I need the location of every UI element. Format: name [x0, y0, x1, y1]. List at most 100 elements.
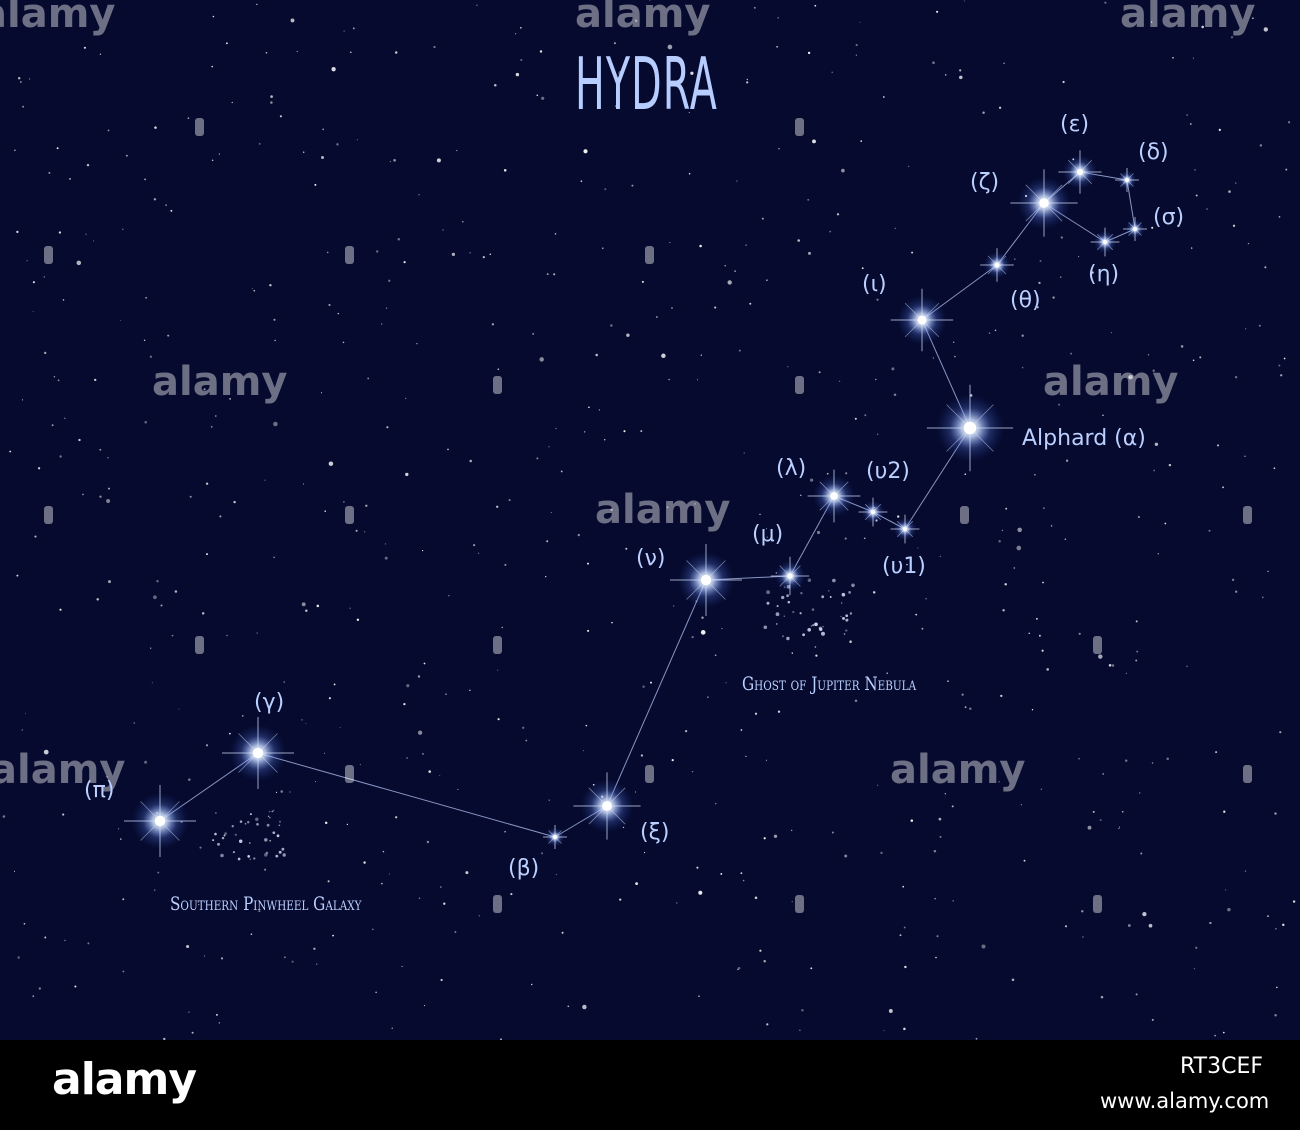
background-star [314, 781, 317, 783]
cluster-star [786, 594, 789, 598]
background-star [746, 78, 748, 81]
star-label-epsilon: (ε) [1060, 112, 1090, 137]
background-star [763, 837, 766, 840]
star-eta [1090, 227, 1120, 257]
background-star [1152, 369, 1155, 373]
background-star [791, 652, 794, 654]
background-star [48, 171, 51, 174]
star-pi [124, 785, 196, 857]
watermark-2: alamy [1043, 359, 1179, 405]
background-star [205, 744, 209, 747]
background-star [233, 500, 236, 504]
background-star [539, 357, 544, 362]
background-star [684, 729, 688, 733]
background-star [814, 646, 817, 648]
background-star [911, 251, 914, 254]
cluster-star [239, 820, 243, 823]
background-star [697, 379, 698, 381]
background-star [1234, 376, 1238, 379]
background-star [561, 931, 564, 934]
background-star [187, 117, 190, 120]
background-star [631, 184, 634, 187]
background-star [1208, 529, 1211, 532]
background-star [328, 697, 331, 700]
background-star [742, 879, 745, 882]
background-star [99, 53, 102, 55]
background-star [426, 840, 430, 844]
background-star [634, 791, 637, 793]
background-star [859, 21, 861, 23]
background-star [160, 604, 163, 607]
cluster-star [231, 825, 234, 828]
background-star [363, 861, 366, 864]
background-star [118, 828, 120, 830]
background-star [863, 537, 866, 540]
background-star [215, 1013, 218, 1016]
background-star [1274, 812, 1277, 815]
background-star [939, 835, 942, 838]
background-star [588, 406, 590, 409]
background-star [618, 70, 623, 76]
cluster-star [775, 612, 780, 617]
background-star [1235, 182, 1237, 184]
background-star [1151, 226, 1154, 229]
background-star [754, 712, 758, 715]
background-star [903, 1027, 906, 1031]
cluster-star [255, 817, 259, 822]
background-star [698, 890, 703, 895]
background-star [20, 81, 22, 83]
background-star [203, 955, 205, 957]
background-star [153, 198, 157, 201]
cluster-star [215, 812, 217, 814]
constellation-line [606, 579, 707, 807]
background-star [328, 461, 334, 466]
background-star [964, 473, 967, 476]
background-star [337, 312, 340, 315]
background-star [157, 871, 160, 874]
background-star [122, 898, 125, 901]
background-star [391, 1027, 393, 1029]
background-star [1232, 224, 1236, 227]
background-star [761, 217, 764, 220]
background-star [1104, 1, 1107, 4]
cluster-star [266, 823, 270, 827]
background-star [333, 683, 336, 686]
background-star [939, 555, 942, 558]
cluster-star [781, 595, 785, 600]
background-star [1261, 596, 1264, 599]
background-star [886, 672, 888, 674]
background-star [418, 897, 421, 900]
background-star [76, 260, 82, 266]
cluster-star [800, 592, 803, 595]
cluster-star [256, 822, 259, 826]
background-star [14, 149, 16, 152]
background-star [107, 129, 110, 132]
background-star [250, 933, 253, 936]
background-star [1186, 665, 1188, 668]
background-star [385, 307, 388, 309]
background-star [545, 575, 547, 578]
background-star [932, 357, 934, 359]
background-star [936, 10, 939, 13]
background-star [349, 607, 351, 609]
background-star [1245, 328, 1247, 330]
background-star [1058, 403, 1061, 406]
cluster-star [845, 629, 848, 632]
background-star [1001, 529, 1003, 532]
background-star [1227, 907, 1231, 912]
background-star [303, 151, 305, 153]
background-star [810, 967, 813, 970]
background-star [1244, 455, 1246, 457]
background-star [1135, 993, 1138, 996]
background-star [1140, 852, 1143, 855]
background-star [229, 732, 231, 735]
background-star [897, 515, 900, 518]
background-star [814, 4, 817, 7]
background-star [1087, 825, 1092, 830]
background-star [21, 399, 24, 401]
cluster-star [268, 810, 271, 813]
background-star [699, 244, 702, 248]
star-label-lambda: (λ) [776, 456, 807, 481]
background-star [356, 618, 360, 622]
cluster-star [221, 836, 225, 840]
